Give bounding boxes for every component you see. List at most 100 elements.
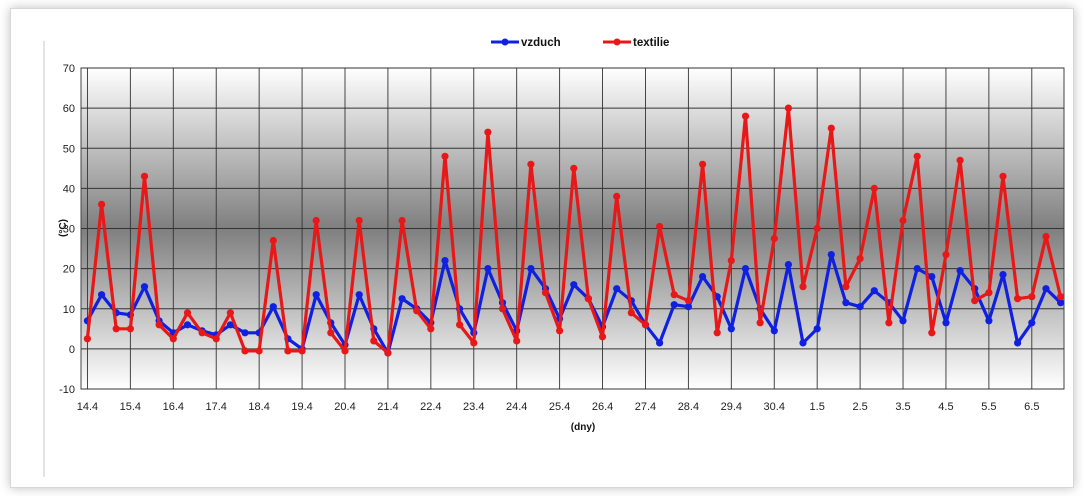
- y-axis-label: (°C): [58, 219, 69, 237]
- data-point-vzduch: [942, 319, 950, 327]
- data-point-textilie: [498, 305, 507, 313]
- x-axis-label: (dny): [571, 422, 595, 433]
- x-tick-label: 21.4: [377, 401, 398, 413]
- x-tick-label: 22.4: [420, 401, 441, 413]
- data-point-vzduch: [741, 265, 750, 273]
- data-point-vzduch: [1042, 285, 1050, 293]
- data-point-textilie: [827, 124, 835, 132]
- data-point-vzduch: [727, 325, 735, 333]
- data-point-textilie: [770, 234, 778, 243]
- data-point-vzduch: [570, 281, 578, 289]
- data-point-textilie: [384, 349, 392, 357]
- series-textilie: [83, 104, 1065, 357]
- data-point-textilie: [656, 222, 664, 231]
- data-point-vzduch: [656, 339, 664, 347]
- data-point-textilie: [484, 128, 492, 136]
- x-axis-ticks: 14.4 15.4 16.4 17.4 18.4 19.4 20.4 21.4 22.4 23.4…: [77, 401, 1040, 413]
- data-point-textilie: [670, 291, 678, 299]
- data-point-vzduch: [813, 325, 821, 333]
- x-tick-label: 18.4: [248, 401, 269, 413]
- data-point-vzduch: [269, 303, 277, 311]
- data-point-vzduch: [956, 267, 964, 275]
- data-point-textilie: [870, 184, 878, 192]
- x-tick-label: 30.4: [764, 401, 785, 413]
- data-point-textilie: [584, 295, 593, 303]
- data-point-textilie: [741, 112, 750, 120]
- data-point-vzduch: [613, 285, 621, 293]
- data-point-vzduch: [827, 251, 835, 259]
- data-point-textilie: [842, 283, 850, 291]
- data-point-textilie: [327, 329, 335, 337]
- data-point-vzduch: [670, 301, 678, 309]
- data-point-textilie: [255, 347, 263, 355]
- data-point-vzduch: [312, 291, 320, 299]
- x-tick-label: 2.5: [852, 401, 867, 413]
- x-tick-label: 28.4: [678, 401, 699, 413]
- data-point-vzduch: [856, 303, 864, 311]
- data-point-vzduch: [870, 287, 878, 295]
- data-point-textilie: [198, 329, 206, 337]
- y-tick-label: 30: [63, 224, 75, 236]
- data-point-vzduch: [699, 273, 707, 281]
- x-tick-label: 19.4: [291, 401, 312, 413]
- data-point-vzduch: [140, 283, 149, 291]
- data-point-textilie: [999, 172, 1007, 180]
- data-point-textilie: [956, 156, 964, 164]
- data-point-textilie: [813, 224, 821, 233]
- data-point-textilie: [312, 216, 320, 225]
- x-tick-label: 24.4: [506, 401, 527, 413]
- y-tick-label: 10: [63, 304, 75, 316]
- data-point-textilie: [598, 333, 607, 341]
- data-point-textilie: [556, 327, 564, 335]
- data-point-textilie: [226, 309, 234, 317]
- data-point-vzduch: [928, 273, 936, 281]
- data-point-textilie: [913, 152, 921, 160]
- data-point-textilie: [98, 200, 106, 208]
- y-tick-label: 50: [63, 143, 75, 155]
- data-point-textilie: [370, 337, 378, 345]
- legend: vzduch textilie: [491, 37, 669, 49]
- data-point-textilie: [942, 251, 950, 259]
- data-point-textilie: [885, 319, 893, 327]
- x-tick-label: 16.4: [163, 401, 184, 413]
- x-tick-label: 6.5: [1024, 401, 1039, 413]
- data-point-textilie: [727, 257, 735, 265]
- data-point-textilie: [641, 321, 650, 329]
- y-tick-label: 0: [69, 344, 75, 356]
- data-point-textilie: [613, 192, 621, 200]
- x-tick-label: 29.4: [721, 401, 742, 413]
- data-point-vzduch: [684, 303, 693, 311]
- data-point-textilie: [971, 297, 979, 305]
- legend-marker-textilie: [613, 38, 621, 46]
- data-point-textilie: [1057, 293, 1065, 301]
- data-point-textilie: [1014, 295, 1022, 303]
- data-point-vzduch: [1057, 299, 1065, 307]
- data-point-textilie: [284, 347, 292, 355]
- data-point-vzduch: [913, 265, 921, 273]
- x-tick-label: 3.5: [895, 401, 910, 413]
- data-point-textilie: [627, 309, 635, 317]
- data-point-textilie: [784, 104, 793, 112]
- data-point-vzduch: [527, 265, 535, 273]
- y-tick-label: 40: [63, 183, 75, 195]
- data-point-textilie: [413, 307, 421, 315]
- y-axis-ticks: -10 0 10 20 30 40 50 60 70: [59, 63, 75, 396]
- data-point-textilie: [684, 297, 693, 305]
- data-point-textilie: [456, 321, 464, 329]
- data-point-vzduch: [770, 327, 778, 335]
- data-point-textilie: [856, 255, 864, 263]
- data-point-textilie: [713, 329, 721, 337]
- data-point-vzduch: [241, 329, 249, 337]
- x-tick-label: 1.5: [810, 401, 825, 413]
- x-tick-label: 20.4: [334, 401, 355, 413]
- data-point-vzduch: [398, 295, 406, 303]
- data-point-textilie: [756, 319, 764, 327]
- data-point-vzduch: [1028, 319, 1036, 327]
- data-point-textilie: [470, 339, 478, 347]
- data-point-textilie: [269, 236, 277, 245]
- data-point-vzduch: [842, 299, 850, 307]
- data-point-textilie: [126, 325, 134, 333]
- legend-label-vzduch: vzduch: [521, 37, 561, 49]
- x-tick-label: 23.4: [463, 401, 484, 413]
